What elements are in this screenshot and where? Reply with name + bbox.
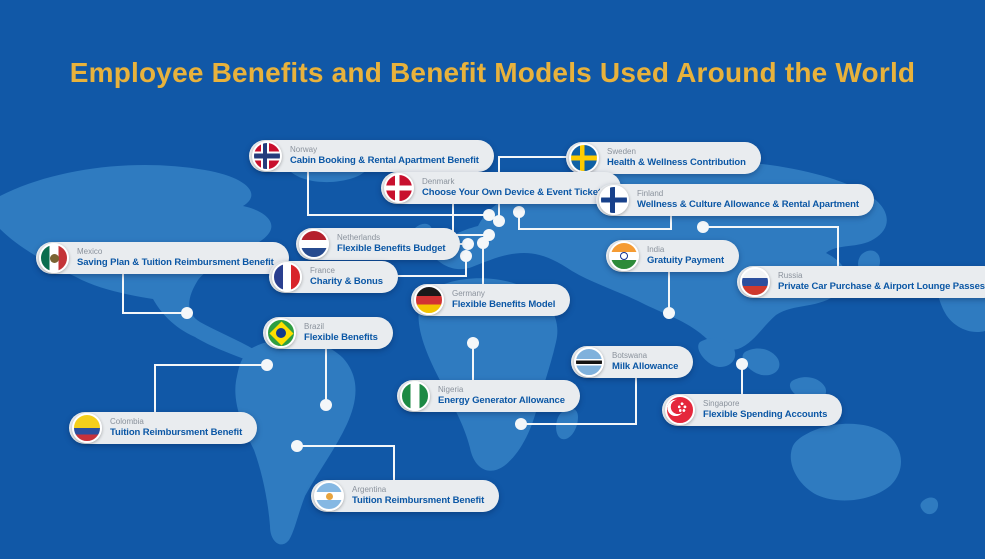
colombia-flag-icon (72, 413, 102, 443)
map-dot-france (460, 250, 472, 262)
connector-russia (703, 226, 839, 267)
benefit-text: Wellness & Culture Allowance & Rental Ap… (637, 199, 859, 210)
map-dot-mexico (181, 307, 193, 319)
island-new-zealand (920, 497, 939, 515)
label-colombia: Colombia Tuition Reimbursment Benefit (69, 412, 258, 444)
singapore-flag-icon (665, 395, 695, 425)
nigeria-flag-icon (400, 381, 430, 411)
country-name: Brazil (304, 322, 325, 331)
label-nigeria: Nigeria Energy Generator Allowance (397, 380, 580, 412)
country-name: Netherlands (337, 233, 381, 242)
france-flag-icon (272, 262, 302, 292)
map-dot-india (663, 307, 675, 319)
benefit-text: Saving Plan & Tuition Reimbursment Benef… (77, 257, 274, 268)
connector-botswana (521, 376, 637, 425)
benefit-text: Tuition Reimbursment Benefit (110, 427, 243, 438)
label-netherlands: Netherlands Flexible Benefits Budget (296, 228, 461, 260)
country-name: Germany (452, 289, 485, 298)
germany-flag-icon (414, 285, 444, 315)
map-dot-nigeria (467, 337, 479, 349)
benefit-text: Milk Allowance (612, 361, 679, 372)
benefit-text: Cabin Booking & Rental Apartment Benefit (290, 155, 479, 166)
map-dot-botswana (515, 418, 527, 430)
benefit-text: Energy Generator Allowance (438, 395, 565, 406)
mexico-flag-icon (39, 243, 69, 273)
label-france: France Charity & Bonus (269, 261, 398, 293)
continent-australia (790, 423, 902, 501)
map-dot-argentina (291, 440, 303, 452)
label-norway: Norway Cabin Booking & Rental Apartment B… (249, 140, 494, 172)
country-name: Finland (637, 189, 664, 198)
label-singapore: Singapore Flexible Spending Accounts (662, 394, 843, 426)
map-dot-norway (483, 209, 495, 221)
sweden-flag-icon (569, 143, 599, 173)
norway-flag-icon (252, 141, 282, 171)
country-name: Singapore (703, 399, 740, 408)
country-name: Argentina (352, 485, 387, 494)
connector-france (376, 257, 467, 277)
label-argentina: Argentina Tuition Reimbursment Benefit (311, 480, 500, 512)
country-name: India (647, 245, 665, 254)
benefit-text: Flexible Benefits Budget (337, 243, 446, 254)
netherlands-flag-icon (299, 229, 329, 259)
label-brazil: Brazil Flexible Benefits (263, 317, 393, 349)
benefit-text: Flexible Spending Accounts (703, 409, 828, 420)
benefit-text: Tuition Reimbursment Benefit (352, 495, 485, 506)
map-dot-russia (697, 221, 709, 233)
connector-norway (307, 171, 489, 216)
island-borneo (742, 348, 780, 376)
country-name: Sweden (607, 147, 636, 156)
benefit-text: Charity & Bonus (310, 276, 383, 287)
benefit-text: Health & Wellness Contribution (607, 157, 746, 168)
country-name: Botswana (612, 351, 648, 360)
island-sumatra (698, 337, 736, 367)
benefit-text: Flexible Benefits Model (452, 299, 556, 310)
connector-colombia (154, 364, 267, 414)
country-name: Nigeria (438, 385, 464, 394)
country-name: Colombia (110, 417, 144, 426)
finland-flag-icon (599, 185, 629, 215)
country-name: Russia (778, 271, 803, 280)
map-dot-netherlands (462, 238, 474, 250)
country-name: Norway (290, 145, 318, 154)
connector-lines (122, 156, 839, 482)
connector-argentina (297, 445, 395, 482)
map-dot-finland (513, 206, 525, 218)
brazil-flag-icon (266, 318, 296, 348)
map-dots (181, 206, 748, 452)
benefit-text: Gratuity Payment (647, 255, 725, 266)
benefit-text: Private Car Purchase & Airport Lounge Pa… (778, 281, 985, 292)
map-dot-singapore (736, 358, 748, 370)
denmark-flag-icon (384, 173, 414, 203)
country-name: France (310, 266, 335, 275)
label-botswana: Botswana Milk Allowance (571, 346, 694, 378)
label-germany: Germany Flexible Benefits Model (411, 284, 571, 316)
russia-flag-icon (740, 267, 770, 297)
botswana-flag-icon (574, 347, 604, 377)
connector-mexico (122, 272, 187, 314)
label-denmark: Denmark Choose Your Own Device & Event Ti… (381, 172, 622, 204)
page-title: Employee Benefits and Benefit Models Use… (69, 57, 916, 88)
benefit-text: Flexible Benefits (304, 332, 378, 343)
map-dot-colombia (261, 359, 273, 371)
label-sweden: Sweden Health & Wellness Contribution (566, 142, 761, 174)
benefit-text: Choose Your Own Device & Event Tickets (422, 187, 607, 198)
india-flag-icon (609, 241, 639, 271)
map-dot-sweden (493, 215, 505, 227)
label-finland: Finland Wellness & Culture Allowance & Re… (596, 184, 874, 216)
label-mexico: Mexico Saving Plan & Tuition Reimbursment… (36, 242, 289, 274)
label-russia: Russia Private Car Purchase & Airport Lou… (737, 266, 985, 298)
map-dot-brazil (320, 399, 332, 411)
label-india: India Gratuity Payment (606, 240, 740, 272)
map-dot-germany (477, 237, 489, 249)
country-name: Denmark (422, 177, 455, 186)
argentina-flag-icon (314, 481, 344, 511)
connector-finland (518, 213, 672, 230)
country-name: Mexico (77, 247, 103, 256)
